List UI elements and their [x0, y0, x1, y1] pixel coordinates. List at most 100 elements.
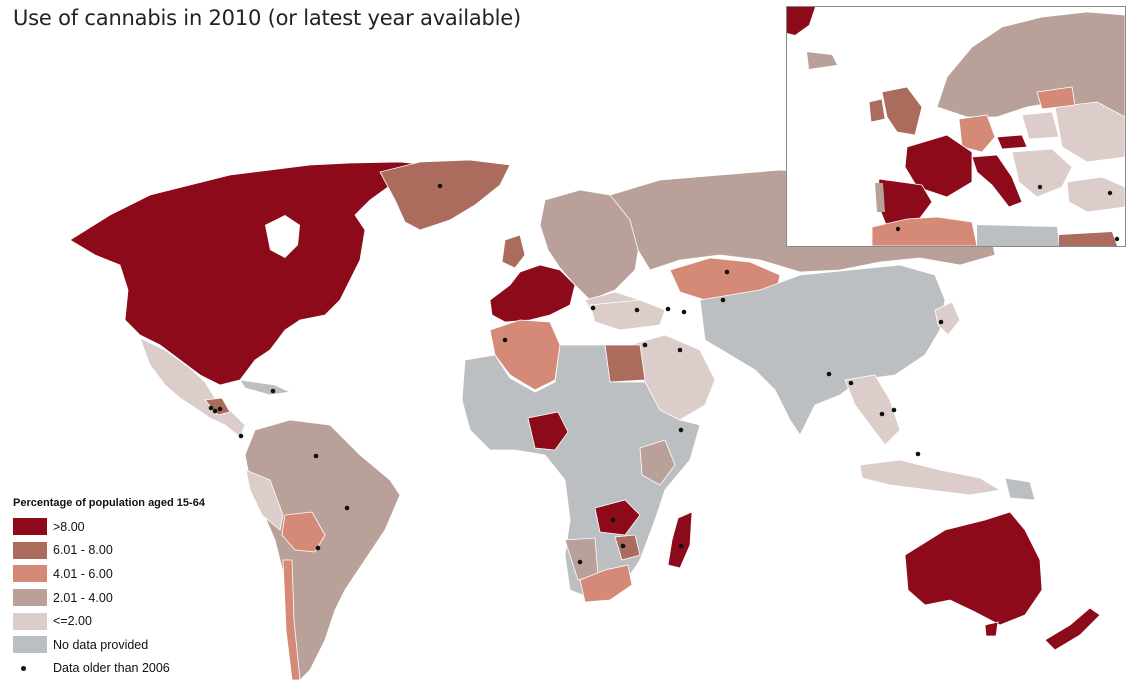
- older-data-dot: [577, 559, 583, 565]
- legend-item: 6.01 - 8.00: [13, 539, 205, 563]
- legend-swatch: [13, 589, 47, 607]
- legend-dot-swatch: [13, 660, 47, 677]
- older-data-dot: [720, 297, 726, 303]
- older-data-dot: [437, 183, 443, 189]
- inset-older-data-dot: [895, 226, 901, 232]
- region-japan-korea: [934, 301, 961, 336]
- older-data-dot: [848, 380, 854, 386]
- legend-swatch: [13, 541, 47, 559]
- region-tasmania: [984, 621, 999, 637]
- legend-label: 2.01 - 4.00: [53, 590, 113, 605]
- older-data-dot: [879, 411, 885, 417]
- older-data-dot: [678, 427, 684, 433]
- inset-turkey: [1066, 176, 1125, 213]
- legend-swatch: [13, 565, 47, 583]
- inset-uk: [881, 86, 923, 136]
- inset-balkans: [1011, 148, 1073, 198]
- region-egypt: [604, 344, 646, 383]
- legend-item: 2.01 - 4.00: [13, 586, 205, 610]
- region-south-africa: [579, 564, 633, 603]
- legend-title: Percentage of population aged 15-64: [13, 497, 205, 509]
- region-southeast-asia: [844, 374, 901, 446]
- map-legend: Percentage of population aged 15-64 >8.0…: [13, 497, 205, 680]
- older-data-dot: [681, 309, 687, 315]
- older-data-dot: [590, 305, 596, 311]
- older-data-dot: [344, 505, 350, 511]
- inset-libya: [977, 225, 1059, 246]
- europe-inset-svg: [787, 7, 1125, 246]
- legend-swatch: [13, 636, 47, 654]
- inset-ireland: [868, 98, 886, 123]
- older-data-dot: [270, 388, 276, 394]
- legend-label: <=2.00: [53, 614, 92, 629]
- hudson-bay: [265, 215, 300, 258]
- legend-item: No data provided: [13, 633, 205, 657]
- older-data-dot: [915, 451, 921, 457]
- inset-italy: [971, 154, 1023, 208]
- older-data-dot: [610, 517, 616, 523]
- legend-label: 4.01 - 6.00: [53, 566, 113, 581]
- older-data-dot: [620, 543, 626, 549]
- inset-east-europe: [1054, 101, 1125, 163]
- region-greenland: [379, 159, 511, 231]
- region-new-zealand: [1044, 607, 1101, 651]
- region-turkey: [589, 299, 666, 331]
- region-madagascar: [667, 511, 693, 569]
- older-data-dot: [891, 407, 897, 413]
- inset-czech: [996, 134, 1028, 150]
- inset-older-data-dots: [895, 184, 1120, 242]
- older-data-dot: [634, 307, 640, 313]
- europe-inset-map: [786, 6, 1126, 247]
- older-data-dot: [724, 269, 730, 275]
- legend-item: >8.00: [13, 515, 205, 539]
- inset-iceland: [787, 7, 815, 35]
- region-south-america: [244, 419, 401, 681]
- region-chile-west: [282, 559, 301, 681]
- legend-swatch: [13, 612, 47, 630]
- legend-item: 4.01 - 6.00: [13, 562, 205, 586]
- inset-egypt: [1059, 232, 1117, 246]
- inset-north-africa: [871, 216, 978, 246]
- older-data-dot: [642, 342, 648, 348]
- region-north-america: [69, 161, 431, 386]
- region-asia: [699, 264, 946, 436]
- inset-norway-minor: [807, 52, 837, 69]
- map-title: Use of cannabis in 2010 (or latest year …: [13, 6, 522, 30]
- older-data-dot: [208, 405, 214, 411]
- legend-swatch: [13, 518, 47, 536]
- inset-baltics: [1036, 86, 1076, 110]
- region-ecuador-peru: [245, 469, 284, 531]
- inset-germany: [958, 114, 996, 153]
- older-data-dot: [678, 543, 684, 549]
- older-data-dot: [238, 433, 244, 439]
- inset-older-data-dot: [1114, 236, 1120, 242]
- inset-france: [904, 134, 973, 198]
- region-indonesia: [859, 459, 1002, 496]
- region-africa: [461, 344, 701, 601]
- inset-poland: [1021, 111, 1060, 140]
- older-data-dot: [217, 406, 223, 412]
- legend-label: No data provided: [53, 637, 149, 652]
- legend-label: 6.01 - 8.00: [53, 543, 113, 558]
- region-caribbean: [239, 379, 292, 396]
- older-data-dots: [208, 183, 944, 565]
- older-data-dot: [665, 306, 671, 312]
- inset-older-data-dot: [1037, 184, 1043, 190]
- older-data-dot: [502, 337, 508, 343]
- older-data-dot: [212, 408, 218, 414]
- region-zambia: [594, 499, 641, 536]
- legend-dot-label: Data older than 2006: [53, 661, 170, 676]
- region-papua: [1004, 477, 1036, 501]
- region-east-africa: [639, 439, 676, 486]
- inset-portugal: [875, 183, 885, 212]
- legend-item: <=2.00: [13, 609, 205, 633]
- region-bolivia: [281, 511, 326, 553]
- older-data-dot: [313, 453, 319, 459]
- older-data-dot: [677, 347, 683, 353]
- inset-older-data-dot: [1107, 190, 1113, 196]
- region-uk: [501, 234, 526, 269]
- region-nigeria: [527, 411, 569, 451]
- region-australia: [904, 511, 1043, 626]
- legend-label: >8.00: [53, 519, 85, 534]
